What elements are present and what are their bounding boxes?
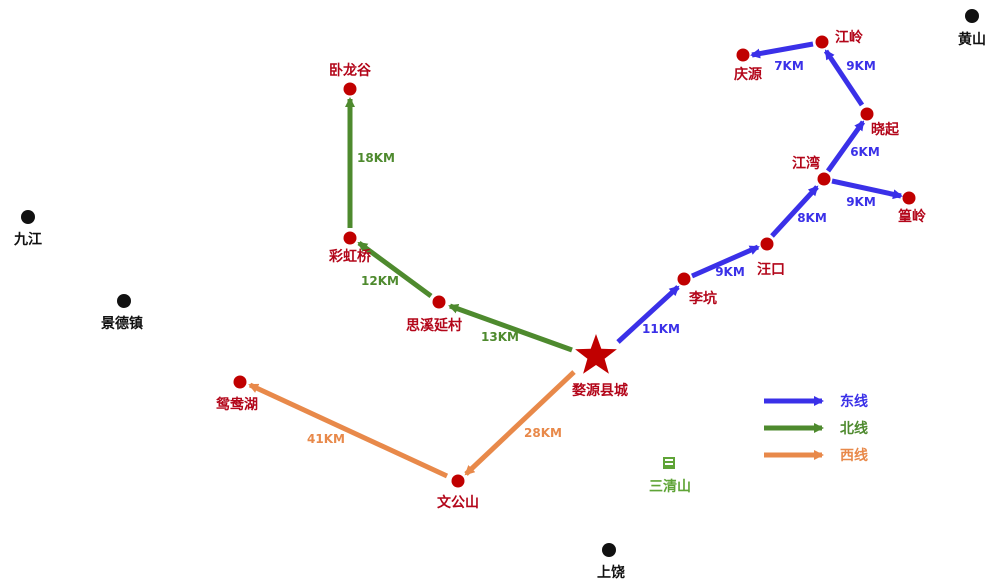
mountain-landmark: 三清山 — [649, 457, 691, 495]
distance-label-wengongshan-yuanyanghu: 41KM — [307, 432, 345, 446]
distance-label-center-wengongshan: 28KM — [524, 426, 562, 440]
distance-label-xiaoqi-jiangling: 9KM — [846, 59, 876, 73]
city-dot-shangrao — [602, 543, 616, 557]
mountain-label: 三清山 — [649, 478, 691, 495]
distance-label-center-sixiyan: 13KM — [481, 330, 519, 344]
spot-dot-wangkou — [760, 237, 774, 251]
city-label-huangshan: 黄山 — [958, 31, 986, 48]
city-label-shangrao: 上饶 — [597, 564, 625, 581]
spot-dot-caihongqiao — [343, 231, 357, 245]
county-seat-label: 婺源县城 — [572, 382, 628, 399]
city-label-jingdezhen: 景德镇 — [101, 315, 143, 332]
spot-label-huangling: 篁岭 — [898, 208, 926, 225]
route-arrow-xiaoqi-jiangling — [823, 49, 865, 107]
distance-label-sixiyan-caihongqiao: 12KM — [361, 274, 399, 288]
spot-label-xiaoqi: 晓起 — [871, 121, 900, 138]
city-dot-jiujiang — [21, 210, 35, 224]
route-arrow-jiangwan-huangling — [831, 178, 903, 200]
spot-dot-likeng — [677, 272, 691, 286]
city-dot-jingdezhen — [117, 294, 131, 308]
spot-dot-xiaoqi — [860, 107, 874, 121]
routes-layer — [248, 41, 903, 479]
city-dot-huangshan — [965, 9, 979, 23]
legend-label-west: 西线 — [840, 447, 868, 464]
distance-label-likeng-wangkou: 9KM — [715, 265, 745, 279]
spot-label-likeng: 李坑 — [688, 290, 717, 307]
distance-label-jiangwan-huangling: 9KM — [846, 195, 876, 209]
spot-dot-huangling — [902, 191, 916, 205]
county-seat-star-icon — [575, 334, 617, 374]
mountain-icon — [663, 457, 675, 469]
spot-label-jiangwan: 江湾 — [792, 155, 820, 172]
distance-label-center-likeng: 11KM — [642, 322, 680, 336]
spot-label-caihongqiao: 彩虹桥 — [328, 248, 372, 265]
route-arrow-jiangling-qingyuan — [750, 41, 814, 59]
spot-dot-wengongshan — [451, 474, 465, 488]
spot-label-jiangling: 江岭 — [835, 29, 863, 46]
spot-label-wolonggu: 卧龙谷 — [329, 62, 372, 79]
distance-label-jiangwan-xiaoqi: 6KM — [850, 145, 880, 159]
route-arrow-center-sixiyan — [448, 303, 573, 353]
route-arrow-jiangwan-xiaoqi — [825, 120, 866, 173]
distance-label-jiangling-qingyuan: 7KM — [774, 59, 804, 73]
route-arrow-center-likeng — [616, 285, 680, 344]
distance-label-caihongqiao-wolonggu: 18KM — [357, 151, 395, 165]
spot-dot-jiangwan — [817, 172, 831, 186]
spot-label-wangkou: 汪口 — [757, 261, 785, 278]
distance-label-wangkou-jiangwan: 8KM — [797, 211, 827, 225]
spot-dot-sixiyan — [432, 295, 446, 309]
route-arrow-wangkou-jiangwan — [770, 185, 819, 238]
spot-label-sixiyan: 思溪延村 — [406, 317, 462, 334]
route-arrow-wengongshan-yuanyanghu — [248, 382, 449, 479]
legend-label-north: 北线 — [840, 420, 868, 437]
spot-dot-qingyuan — [736, 48, 750, 62]
legend-label-east: 东线 — [840, 393, 868, 410]
city-label-jiujiang: 九江 — [13, 231, 42, 248]
route-arrow-likeng-wangkou — [690, 244, 760, 279]
spot-dot-wolonggu — [343, 82, 357, 96]
spot-label-qingyuan: 庆源 — [734, 66, 762, 83]
route-arrow-center-wengongshan — [464, 370, 576, 476]
spot-dot-yuanyanghu — [233, 375, 247, 389]
spot-label-wengongshan: 文公山 — [437, 494, 479, 511]
route-arrow-sixiyan-caihongqiao — [357, 240, 433, 299]
points-layer — [21, 9, 979, 557]
spot-dot-jiangling — [815, 35, 829, 49]
spot-label-yuanyanghu: 鸳鸯湖 — [216, 396, 258, 413]
distance-labels-layer: 11KM 9KM 8KM 9KM 6KM 9KM 7KM 13KM 12KM 18KM 28KM 41… — [307, 59, 880, 446]
